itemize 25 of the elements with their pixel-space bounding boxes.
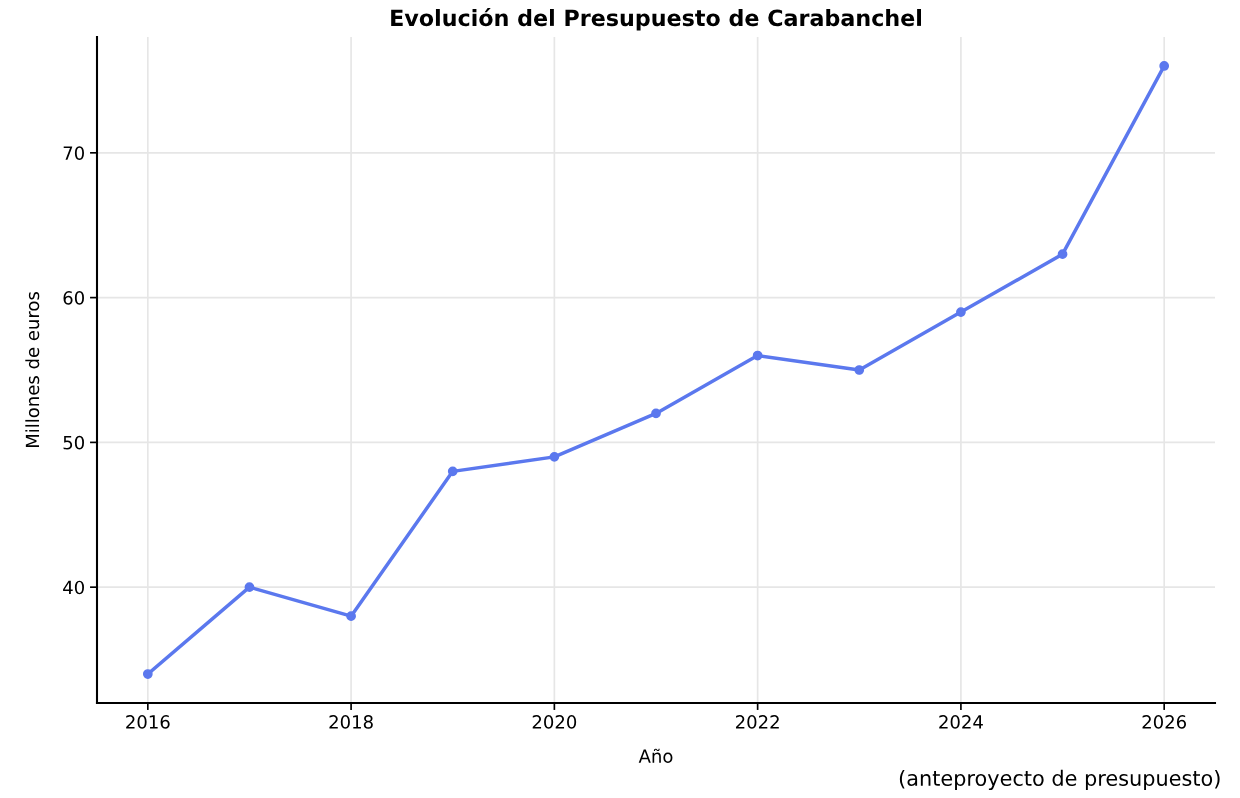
- point: [651, 408, 661, 419]
- point: [346, 611, 356, 621]
- x-axis-title: Año: [638, 748, 673, 763]
- x-tick-label: 2020: [532, 715, 577, 729]
- point: [447, 466, 458, 477]
- point: [1159, 61, 1170, 71]
- y-tick-label: 60: [63, 291, 84, 305]
- x-tick-label: 2018: [329, 715, 373, 729]
- text: (anteproyecto de presupuesto): [899, 769, 1220, 791]
- point: [956, 307, 966, 317]
- point: [549, 452, 560, 462]
- point: [1057, 249, 1068, 260]
- point: [244, 582, 255, 593]
- point: [142, 669, 153, 679]
- y-axis-title: Millones de euros: [25, 292, 40, 448]
- y-tick-label: 70: [63, 146, 84, 160]
- point: [752, 350, 763, 361]
- chart-title: Evolución del Presupuesto de Carabanchel: [391, 8, 921, 31]
- x-tick-label: 2026: [1142, 715, 1187, 729]
- x-tick-label: 2022: [735, 715, 779, 729]
- y-tick-label: 50: [63, 435, 84, 450]
- y-tick-label: 40: [63, 580, 84, 595]
- x-tick-label: 2024: [939, 715, 983, 729]
- point: [854, 365, 865, 375]
- x-tick-label: 2016: [126, 715, 170, 729]
